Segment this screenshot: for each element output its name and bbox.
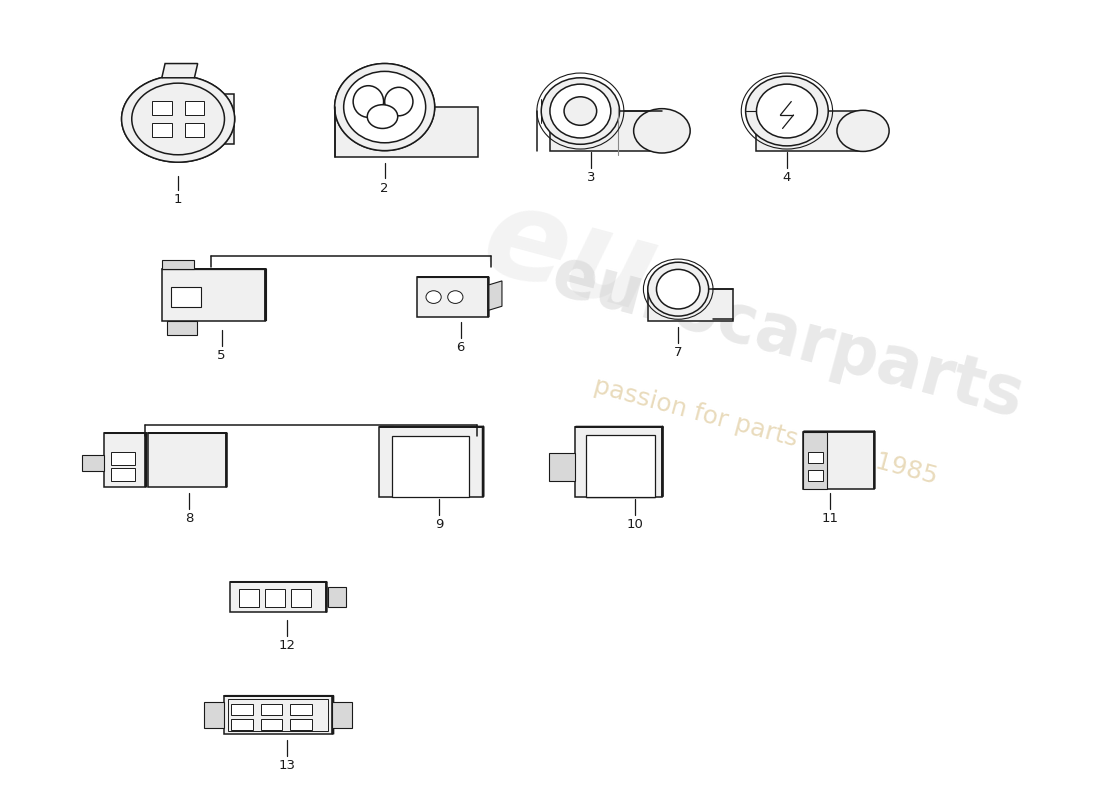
Bar bbox=[228, 699, 328, 731]
Text: 9: 9 bbox=[434, 518, 443, 531]
Ellipse shape bbox=[757, 84, 817, 138]
Polygon shape bbox=[757, 111, 864, 150]
Bar bbox=[185, 101, 205, 115]
Ellipse shape bbox=[837, 110, 889, 151]
Polygon shape bbox=[803, 432, 873, 489]
Text: 8: 8 bbox=[185, 513, 194, 526]
Bar bbox=[290, 719, 311, 730]
Polygon shape bbox=[417, 278, 488, 317]
Bar bbox=[111, 452, 134, 465]
Ellipse shape bbox=[385, 87, 412, 116]
Text: 13: 13 bbox=[278, 759, 295, 773]
Polygon shape bbox=[483, 426, 484, 497]
Bar bbox=[239, 590, 258, 606]
Bar bbox=[261, 719, 283, 730]
Bar bbox=[393, 437, 470, 497]
Ellipse shape bbox=[550, 84, 610, 138]
Ellipse shape bbox=[426, 290, 441, 303]
Bar bbox=[111, 468, 134, 481]
Bar bbox=[332, 702, 352, 728]
Text: 4: 4 bbox=[783, 171, 791, 184]
Polygon shape bbox=[549, 453, 575, 481]
Ellipse shape bbox=[334, 63, 434, 150]
Polygon shape bbox=[662, 426, 663, 497]
Ellipse shape bbox=[367, 105, 398, 129]
Ellipse shape bbox=[130, 82, 227, 156]
Bar bbox=[807, 470, 823, 481]
Text: 2: 2 bbox=[381, 182, 389, 194]
Polygon shape bbox=[230, 582, 326, 612]
Polygon shape bbox=[104, 434, 145, 487]
Polygon shape bbox=[162, 260, 195, 270]
Bar bbox=[231, 704, 253, 715]
Bar bbox=[231, 719, 253, 730]
Polygon shape bbox=[803, 432, 827, 489]
Bar bbox=[586, 435, 656, 497]
Ellipse shape bbox=[132, 83, 224, 154]
Polygon shape bbox=[223, 696, 332, 734]
Text: 12: 12 bbox=[278, 639, 295, 652]
Ellipse shape bbox=[353, 86, 384, 118]
Ellipse shape bbox=[648, 262, 708, 316]
Text: 11: 11 bbox=[822, 513, 839, 526]
Bar bbox=[292, 590, 310, 606]
Text: 7: 7 bbox=[674, 346, 682, 359]
Bar bbox=[328, 587, 345, 607]
Polygon shape bbox=[334, 107, 478, 157]
Ellipse shape bbox=[634, 109, 690, 153]
Bar bbox=[152, 123, 172, 137]
Ellipse shape bbox=[746, 76, 828, 146]
Bar bbox=[265, 590, 285, 606]
Polygon shape bbox=[550, 111, 662, 150]
Text: 1: 1 bbox=[174, 194, 183, 206]
Ellipse shape bbox=[122, 76, 234, 162]
Text: 6: 6 bbox=[456, 342, 465, 354]
Polygon shape bbox=[82, 455, 104, 471]
Polygon shape bbox=[575, 427, 662, 497]
Polygon shape bbox=[265, 269, 266, 321]
Ellipse shape bbox=[564, 97, 596, 126]
Ellipse shape bbox=[343, 71, 426, 142]
Bar bbox=[152, 101, 172, 115]
Bar bbox=[807, 452, 823, 463]
Bar bbox=[185, 123, 205, 137]
Polygon shape bbox=[488, 281, 502, 310]
Bar bbox=[170, 286, 201, 306]
Ellipse shape bbox=[334, 63, 434, 150]
Polygon shape bbox=[162, 270, 265, 321]
Bar bbox=[261, 704, 283, 715]
Ellipse shape bbox=[122, 76, 234, 162]
Polygon shape bbox=[162, 63, 198, 78]
Polygon shape bbox=[167, 321, 197, 335]
Bar bbox=[205, 702, 223, 728]
Text: passion for parts since 1985: passion for parts since 1985 bbox=[591, 374, 939, 489]
Text: 5: 5 bbox=[218, 350, 226, 362]
Polygon shape bbox=[147, 434, 226, 487]
Polygon shape bbox=[379, 427, 483, 497]
Text: 10: 10 bbox=[626, 518, 644, 531]
Ellipse shape bbox=[541, 78, 619, 144]
Ellipse shape bbox=[657, 270, 700, 309]
Text: eurocarparts: eurocarparts bbox=[543, 242, 1030, 431]
Text: eu: eu bbox=[470, 177, 669, 338]
Bar bbox=[290, 704, 311, 715]
Polygon shape bbox=[155, 94, 233, 143]
Text: 3: 3 bbox=[587, 171, 595, 184]
Polygon shape bbox=[648, 289, 733, 321]
Ellipse shape bbox=[448, 290, 463, 303]
